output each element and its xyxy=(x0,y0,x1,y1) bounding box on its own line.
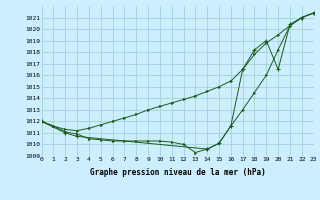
X-axis label: Graphe pression niveau de la mer (hPa): Graphe pression niveau de la mer (hPa) xyxy=(90,168,266,177)
